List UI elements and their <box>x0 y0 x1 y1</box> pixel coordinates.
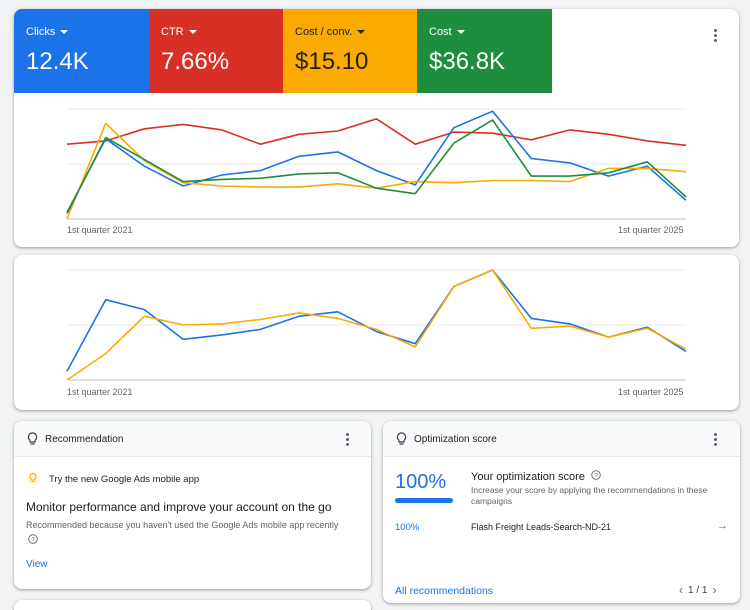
chevron-left-icon[interactable]: ‹ <box>679 583 683 597</box>
help-icon[interactable]: ? <box>28 531 38 549</box>
metric-label: CTR <box>161 26 184 38</box>
series-line <box>66 269 687 381</box>
metric-tile-cost[interactable]: Cost $36.8K <box>417 9 552 93</box>
optimization-score-card: Optimization score 100% Your optimizatio… <box>383 421 740 603</box>
recommendation-tip: Try the new Google Ads mobile app <box>26 471 199 488</box>
all-recommendations-link[interactable]: All recommendations <box>395 585 494 597</box>
comparison-chart-card: 1st quarter 2021 1st quarter 2025 <box>14 255 739 410</box>
metric-label: Clicks <box>26 26 56 38</box>
dropdown-caret-icon <box>357 30 366 34</box>
dropdown-caret-icon <box>188 30 197 34</box>
lightbulb-icon <box>27 432 38 451</box>
campaign-score: 100% <box>395 522 420 533</box>
metric-value: 7.66% <box>161 48 230 75</box>
recommendation-card: Recommendation Try the new Google Ads mo… <box>14 421 371 589</box>
more-options-icon[interactable] <box>707 26 723 44</box>
x-axis-start-label: 1st quarter 2021 <box>67 225 133 235</box>
x-axis-end-label: 1st quarter 2025 <box>618 387 684 397</box>
card-title: Optimization score <box>414 434 497 445</box>
x-axis-start-label: 1st quarter 2021 <box>67 387 133 397</box>
metric-tile-cost-per-conv[interactable]: Cost / conv. $15.10 <box>283 9 417 93</box>
view-button[interactable]: View <box>26 559 48 570</box>
recommendation-title: Monitor performance and improve your acc… <box>26 500 332 514</box>
more-options-icon[interactable] <box>339 430 355 448</box>
tip-text: Try the new Google Ads mobile app <box>49 474 200 485</box>
partial-card <box>14 600 371 610</box>
campaign-name[interactable]: Flash Freight Leads-Search-ND-21 <box>471 522 612 532</box>
lightbulb-icon <box>26 471 40 488</box>
optimization-description: Increase your score by applying the reco… <box>471 485 708 506</box>
optimization-score-value: 100% <box>395 471 447 493</box>
comparison-line-chart <box>66 269 687 381</box>
metric-tile-clicks[interactable]: Clicks 12.4K <box>14 9 149 93</box>
more-options-icon[interactable] <box>707 430 723 448</box>
metric-tile-ctr[interactable]: CTR 7.66% <box>149 9 283 93</box>
metric-value: $15.10 <box>295 48 369 75</box>
recommendation-reason: Recommended because you haven't used the… <box>26 520 339 530</box>
performance-line-chart <box>66 108 687 220</box>
page-indicator: 1 / 1 <box>688 584 708 596</box>
arrow-right-icon[interactable]: → <box>717 520 728 532</box>
pagination: ‹ 1 / 1 › <box>679 583 716 597</box>
metric-value: 12.4K <box>26 48 89 75</box>
lightbulb-icon <box>396 432 407 451</box>
optimization-score-bar <box>395 498 453 503</box>
svg-text:?: ? <box>594 472 598 479</box>
metric-label: Cost <box>429 26 452 38</box>
card-title: Recommendation <box>45 434 124 445</box>
dropdown-caret-icon <box>60 30 69 34</box>
series-line <box>66 119 687 214</box>
series-line <box>66 269 687 372</box>
svg-text:?: ? <box>31 536 35 543</box>
optimization-title: Your optimization score ? <box>471 470 601 483</box>
chevron-right-icon[interactable]: › <box>712 583 717 597</box>
optimization-title-text: Your optimization score <box>471 470 585 483</box>
help-icon[interactable]: ? <box>591 470 601 483</box>
card-header: Optimization score <box>383 421 740 457</box>
series-line <box>66 118 687 147</box>
metric-value: $36.8K <box>429 48 506 75</box>
x-axis-end-label: 1st quarter 2025 <box>618 225 684 235</box>
series-line <box>66 110 687 213</box>
card-header: Recommendation <box>14 421 371 457</box>
performance-card: Clicks 12.4K CTR 7.66% Cost / conv. $15.… <box>14 9 739 247</box>
dropdown-caret-icon <box>456 30 465 34</box>
metric-label: Cost / conv. <box>295 26 353 38</box>
